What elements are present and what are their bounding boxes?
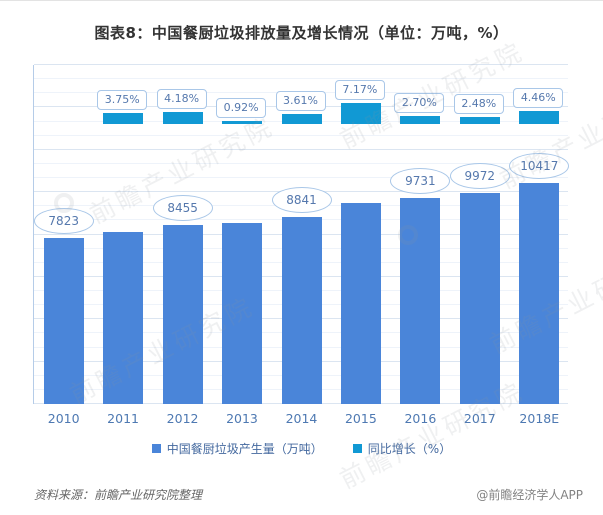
x-axis-label-2013: 2013 xyxy=(226,411,258,426)
growth-label-2012: 4.18% xyxy=(156,88,207,109)
value-label-2017: 9972 xyxy=(449,162,510,189)
x-axis-label-2018E: 2018E xyxy=(519,411,560,426)
legend-swatch xyxy=(352,444,362,453)
gridline xyxy=(34,64,568,65)
x-axis-label-2017: 2017 xyxy=(463,411,496,426)
credit-text: @前瞻经济学人APP xyxy=(476,488,583,502)
legend: 中国餐厨垃圾产生量（万吨） 同比增长（%） xyxy=(0,440,603,457)
bar-2014 xyxy=(281,216,322,404)
growth-label-2013: 0.92% xyxy=(216,98,267,118)
growth-bar-2012 xyxy=(162,111,203,124)
legend-item: 同比增长（%） xyxy=(352,440,452,457)
gridline xyxy=(34,177,568,178)
source-text: 资料来源：前瞻产业研究院整理 xyxy=(34,488,203,502)
bar-2011 xyxy=(103,232,144,404)
growth-bar-2018E xyxy=(519,111,560,124)
gridline xyxy=(34,148,568,150)
x-axis-label-2014: 2014 xyxy=(285,411,318,426)
x-axis-label-2012: 2012 xyxy=(166,411,199,426)
growth-bar-2013 xyxy=(222,121,263,124)
value-label-2014: 8841 xyxy=(271,186,332,213)
bar-2016 xyxy=(400,197,441,404)
growth-label-2017: 2.48% xyxy=(453,93,504,114)
bar-2012 xyxy=(162,224,203,404)
chart-title: 图表8：中国餐厨垃圾排放量及增长情况（单位：万吨，%） xyxy=(94,24,509,42)
growth-bar-2016 xyxy=(400,116,441,124)
gridline xyxy=(34,78,568,80)
value-label-2012: 8455 xyxy=(152,194,213,221)
bar-2017 xyxy=(459,192,500,404)
bar-2015 xyxy=(340,203,381,404)
growth-bar-2015 xyxy=(340,103,381,124)
growth-bar-2014 xyxy=(281,113,322,124)
value-label-2010: 7823 xyxy=(33,208,94,235)
legend-swatch xyxy=(151,444,161,453)
footer: 资料来源：前瞻产业研究院整理 @前瞻经济学人APP xyxy=(0,486,603,503)
bar-2018E xyxy=(519,183,560,404)
plot-area: 7823 2010 3.75% 2011 8455 4.18% 2012 0.92% 2013 8… xyxy=(33,64,570,426)
legend-label: 同比增长（%） xyxy=(367,442,452,456)
bar-2010 xyxy=(43,238,84,404)
growth-label-2011: 3.75% xyxy=(97,90,148,111)
growth-bar-2017 xyxy=(459,116,500,124)
growth-label-2014: 3.61% xyxy=(275,90,326,111)
x-axis-label-2010: 2010 xyxy=(47,411,80,426)
x-axis-label-2016: 2016 xyxy=(404,411,437,426)
growth-label-2018E: 4.46% xyxy=(513,88,564,109)
gridline xyxy=(34,162,568,164)
value-label-2018E: 10417 xyxy=(509,153,570,180)
legend-label: 中国餐厨垃圾产生量（万吨） xyxy=(166,442,323,456)
growth-bar-2011 xyxy=(103,113,144,124)
legend-item: 中国餐厨垃圾产生量（万吨） xyxy=(151,440,323,457)
x-axis-label-2011: 2011 xyxy=(107,411,139,426)
x-axis-label-2015: 2015 xyxy=(344,411,377,426)
value-label-2016: 9731 xyxy=(390,167,451,194)
growth-label-2016: 2.70% xyxy=(394,93,445,114)
growth-label-2015: 7.17% xyxy=(334,80,385,101)
bar-2013 xyxy=(222,223,263,404)
gridline xyxy=(34,134,568,136)
